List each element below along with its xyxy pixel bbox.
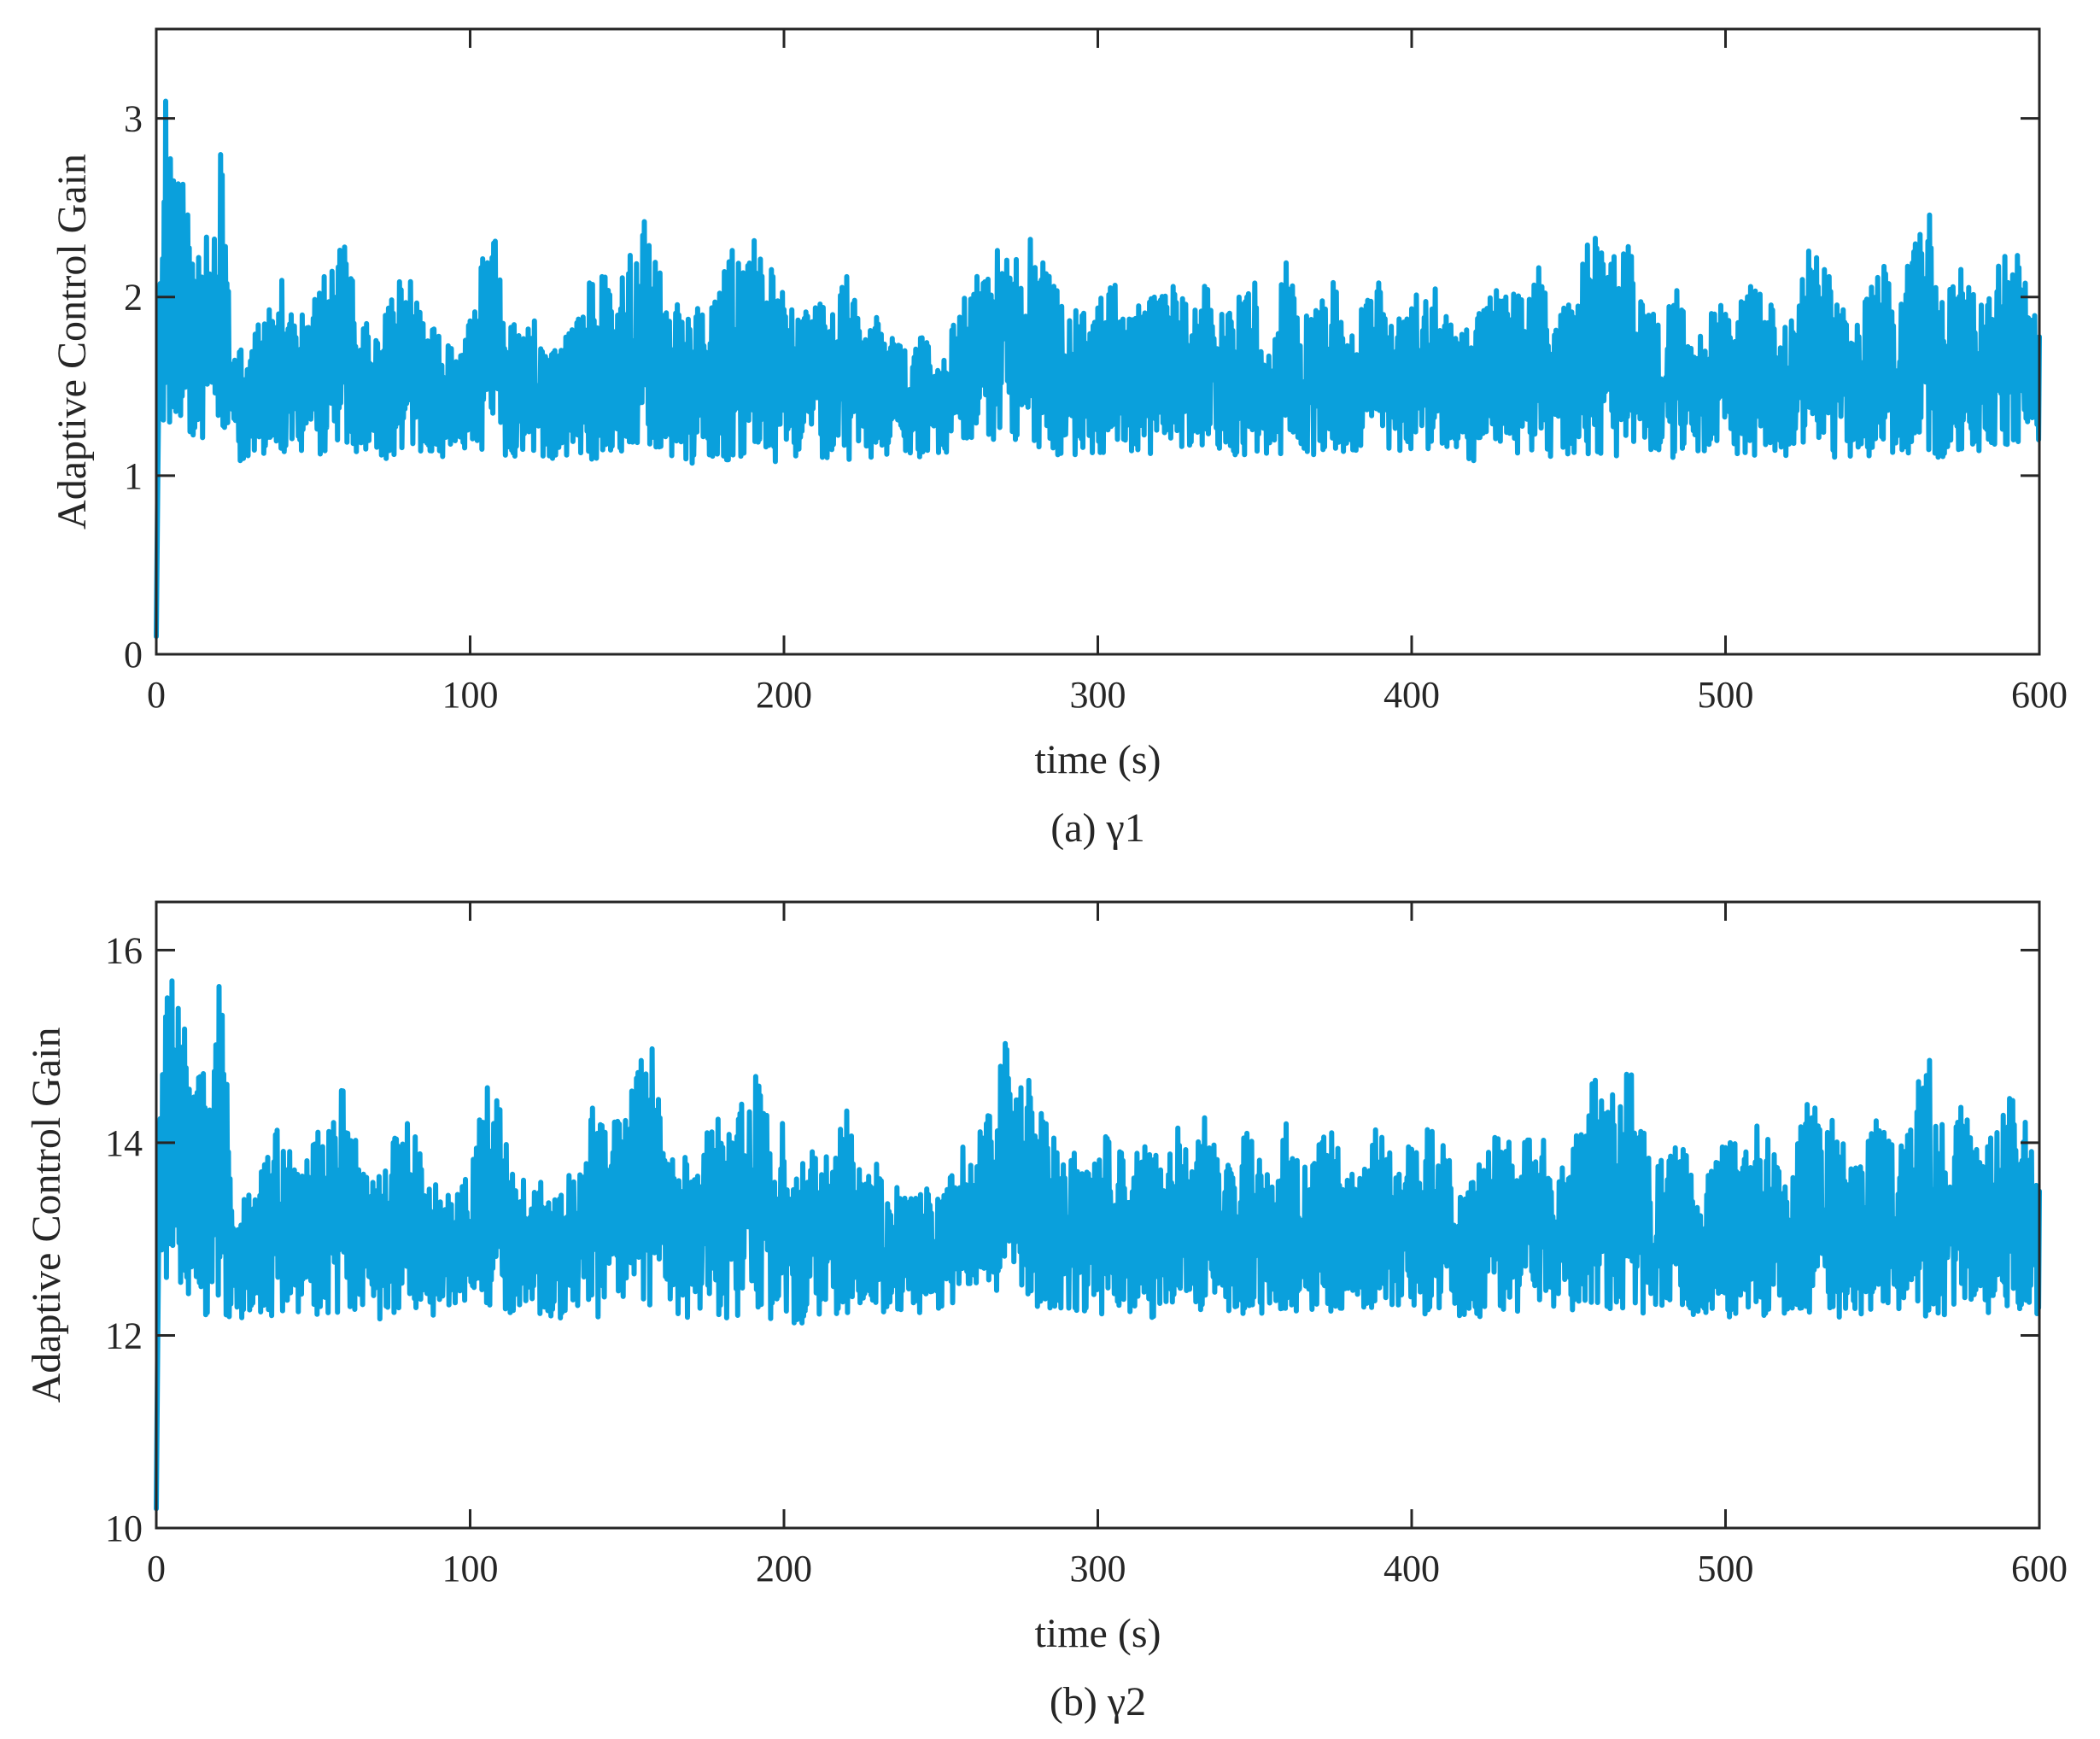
chart-panel-b: 0 100 200 300 400 500 600 10 12 14 16 time (s) Ada… xyxy=(24,900,2068,1724)
x-tick-label: 400 xyxy=(1383,674,1440,716)
y-tick-label: 3 xyxy=(124,98,143,140)
chart-panel-a: 0 100 200 300 400 500 600 0 1 2 3 time (s) Adaptiv… xyxy=(50,27,2068,851)
y-tick-label: 0 xyxy=(124,634,143,676)
x-axis-label: time (s) xyxy=(1035,1611,1161,1656)
y-tick-label: 2 xyxy=(124,277,143,319)
axis-ticks: 0 100 200 300 400 500 600 10 12 14 16 xyxy=(105,902,2068,1590)
series-line xyxy=(154,98,2042,640)
x-tick-label: 200 xyxy=(756,1548,812,1590)
x-tick-label: 400 xyxy=(1383,1548,1440,1590)
series-line xyxy=(154,978,2042,1512)
x-tick-label: 500 xyxy=(1698,674,1754,716)
x-tick-label: 300 xyxy=(1070,1548,1126,1590)
y-axis-label: Adaptive Control Gain xyxy=(50,154,95,530)
y-tick-label: 12 xyxy=(105,1314,143,1356)
y-tick-label: 1 xyxy=(124,455,143,497)
x-tick-label: 0 xyxy=(147,1548,166,1590)
x-tick-label: 600 xyxy=(2011,674,2068,716)
x-tick-label: 300 xyxy=(1070,674,1126,716)
x-tick-label: 0 xyxy=(147,674,166,716)
x-tick-label: 200 xyxy=(756,674,812,716)
x-tick-label: 100 xyxy=(442,1548,499,1590)
y-axis-label: Adaptive Control Gain xyxy=(24,1028,69,1403)
x-tick-label: 500 xyxy=(1698,1548,1754,1590)
x-axis-label: time (s) xyxy=(1035,737,1161,782)
panel-caption: (b) γ2 xyxy=(1050,1679,1146,1724)
y-tick-label: 16 xyxy=(105,929,143,971)
axis-ticks: 0 100 200 300 400 500 600 0 1 2 3 xyxy=(124,29,2068,716)
panel-caption: (a) γ1 xyxy=(1050,805,1144,851)
x-tick-label: 600 xyxy=(2011,1548,2068,1590)
y-tick-label: 14 xyxy=(105,1122,143,1164)
x-tick-label: 100 xyxy=(442,674,499,716)
y-tick-label: 10 xyxy=(105,1508,143,1549)
